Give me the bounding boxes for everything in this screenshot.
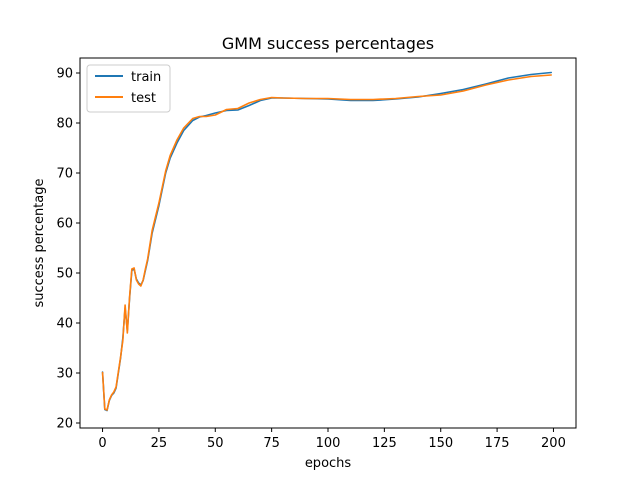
- plot-frame: [79, 57, 577, 429]
- y-axis-ticks: 20 30 40 50 60 70 80 90: [56, 67, 80, 432]
- y-tick-label: 80: [56, 117, 73, 132]
- y-tick-label: 30: [56, 367, 73, 382]
- x-tick-label: 0: [98, 436, 106, 451]
- x-tick-label: 50: [207, 436, 224, 451]
- y-axis-label: success percentage: [32, 179, 47, 308]
- x-tick-label: 25: [151, 436, 168, 451]
- y-tick-label: 40: [56, 317, 73, 332]
- x-tick-label: 100: [316, 436, 341, 451]
- legend-label-train: train: [131, 70, 161, 85]
- y-tick-label: 70: [56, 167, 73, 182]
- series-line-test: [101, 74, 552, 411]
- y-tick-label: 90: [56, 67, 73, 82]
- x-axis-label: epochs: [305, 456, 352, 471]
- x-axis-ticks: 0 25 50 75 100 125 150 175 200: [98, 428, 566, 451]
- series-layer: [101, 71, 552, 412]
- x-tick-label: 125: [372, 436, 397, 451]
- x-tick-label: 175: [485, 436, 510, 451]
- legend: train test: [86, 64, 171, 113]
- series-line-train: [101, 71, 552, 412]
- y-tick-label: 50: [56, 267, 73, 282]
- x-tick-label: 200: [541, 436, 566, 451]
- chart-title: GMM success percentages: [222, 34, 434, 53]
- x-tick-label: 150: [428, 436, 453, 451]
- y-tick-label: 60: [56, 217, 73, 232]
- y-tick-label: 20: [56, 417, 73, 432]
- x-tick-label: 75: [263, 436, 280, 451]
- legend-label-test: test: [131, 91, 156, 106]
